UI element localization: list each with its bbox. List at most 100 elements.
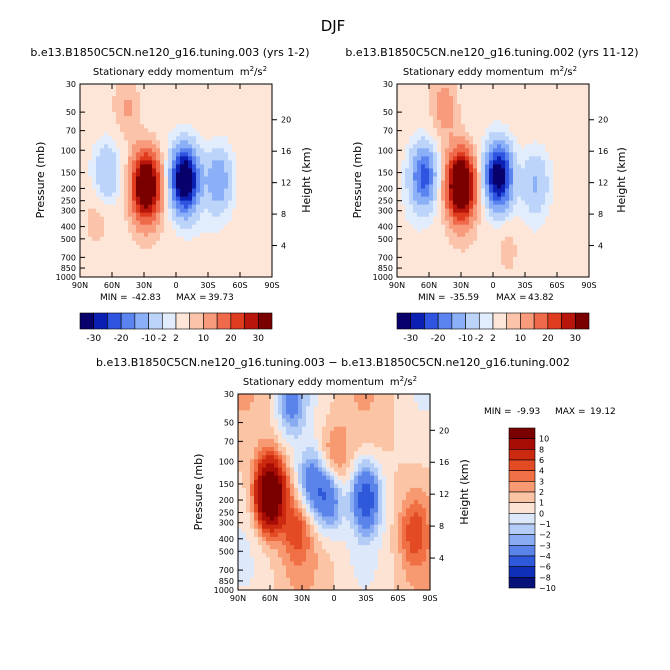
heatmap-cell [92, 180, 97, 186]
heatmap-cell [216, 256, 221, 262]
heatmap-cell [489, 196, 494, 202]
heatmap-cell [557, 176, 562, 182]
heatmap-cell [553, 104, 558, 109]
heatmap-cell [144, 104, 149, 109]
heatmap-cell [561, 180, 566, 186]
heatmap-cell [120, 256, 125, 262]
heatmap-cell [310, 406, 315, 411]
heatmap-cell [457, 136, 462, 141]
heatmap-cell [473, 140, 478, 145]
heatmap-cell [409, 232, 414, 238]
heatmap-cell [573, 180, 578, 186]
heatmap-cell [314, 406, 319, 411]
heatmap-cell [569, 128, 574, 133]
heatmap-cell [236, 128, 241, 133]
heatmap-cell [224, 260, 229, 266]
heatmap-cell [192, 264, 197, 270]
heatmap-cell [200, 256, 205, 262]
heatmap-cell [541, 100, 546, 105]
heatmap-cell [136, 232, 141, 238]
heatmap-cell [96, 100, 101, 105]
heatmap-cell [509, 272, 514, 278]
heatmap-cell [533, 112, 538, 117]
heatmap-cell [429, 104, 434, 109]
heatmap-cell [405, 220, 410, 226]
heatmap-cell [569, 204, 574, 210]
heatmap-cell [212, 244, 217, 250]
heatmap-cell [92, 236, 97, 242]
heatmap-cell [366, 402, 371, 407]
heatmap-cell [152, 124, 157, 129]
heatmap-cell [256, 188, 261, 194]
heatmap-cell [421, 200, 426, 206]
heatmap-cell [144, 168, 149, 174]
heatmap-cell [132, 176, 137, 182]
heatmap-cell [96, 232, 101, 238]
heatmap-cell [260, 184, 265, 190]
heatmap-cell [240, 120, 245, 125]
heatmap-cell [96, 152, 101, 157]
heatmap-cell [172, 88, 177, 93]
heatmap-cell [465, 204, 470, 210]
heatmap-cell [220, 252, 225, 258]
heatmap-cell [473, 136, 478, 141]
heatmap-cell [204, 104, 209, 109]
heatmap-cell [493, 84, 498, 89]
heatmap-cell [264, 96, 269, 101]
heatmap-cell [208, 84, 213, 89]
heatmap-cell [80, 212, 85, 218]
heatmap-cell [244, 204, 249, 210]
heatmap-cell [553, 128, 558, 133]
heatmap-cell [240, 92, 245, 97]
heatmap-cell [164, 136, 169, 141]
heatmap-cell [116, 172, 121, 178]
heatmap-cell [322, 402, 327, 407]
heatmap-cell [200, 124, 205, 129]
heatmap-cell [477, 84, 482, 89]
heatmap-cell [501, 136, 506, 141]
heatmap-cell [124, 120, 129, 125]
heatmap-cell [108, 252, 113, 258]
heatmap-cell [473, 192, 478, 198]
heatmap-cell [497, 240, 502, 246]
heatmap-cell [224, 140, 229, 145]
heatmap-cell [212, 248, 217, 254]
heatmap-cell [188, 88, 193, 93]
heatmap-cell [200, 140, 205, 145]
heatmap-cell [485, 252, 490, 258]
heatmap-cell [541, 144, 546, 149]
heatmap-cell [84, 204, 89, 210]
heatmap-cell [457, 160, 462, 166]
heatmap-cell [96, 208, 101, 214]
heatmap-cell [517, 188, 522, 194]
heatmap-cell [577, 204, 582, 210]
heatmap-cell [264, 140, 269, 145]
heatmap-cell [156, 260, 161, 266]
heatmap-cell [497, 172, 502, 178]
heatmap-cell [224, 232, 229, 238]
heatmap-cell [401, 240, 406, 246]
heatmap-cell [433, 160, 438, 166]
heatmap-cell [224, 208, 229, 214]
heatmap-cell [192, 132, 197, 137]
heatmap-cell [469, 112, 474, 117]
heatmap-cell [509, 132, 514, 137]
heatmap-cell [172, 248, 177, 254]
heatmap-cell [417, 140, 422, 145]
heatmap-cell [160, 236, 165, 242]
heatmap-cell [172, 260, 177, 266]
heatmap-cell [196, 84, 201, 89]
heatmap-cell [493, 92, 498, 97]
heatmap-cell [192, 180, 197, 186]
heatmap-cell [481, 128, 486, 133]
heatmap-cell [196, 192, 201, 198]
heatmap-cell [188, 228, 193, 234]
heatmap-cell [212, 120, 217, 125]
heatmap-cell [521, 116, 526, 121]
heatmap-cell [326, 406, 331, 411]
colorbar-swatch [203, 312, 218, 330]
heatmap-cell [501, 268, 506, 274]
heatmap-cell [208, 208, 213, 214]
heatmap-cell [152, 108, 157, 113]
heatmap-cell [216, 120, 221, 125]
